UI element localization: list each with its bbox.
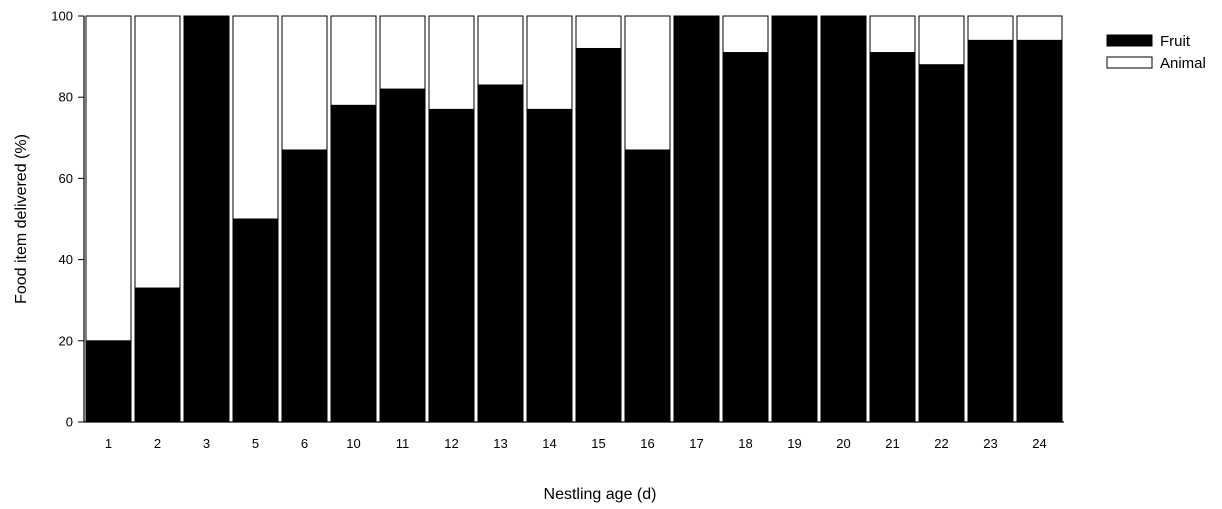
bars-group	[85, 15, 1063, 423]
bar-animal-5	[232, 15, 279, 220]
x-tick-label-19: 19	[787, 436, 801, 451]
legend-swatch-fruit	[1106, 34, 1153, 47]
y-tick-label-0: 0	[66, 415, 73, 430]
bar-fruit-22	[918, 64, 965, 423]
bar-fruit-20	[820, 15, 867, 423]
bar-fruit-16	[624, 149, 671, 423]
x-tick-label-20: 20	[836, 436, 850, 451]
y-tick-label-20: 20	[59, 333, 73, 348]
x-tick-label-5: 5	[252, 436, 259, 451]
x-tick-label-6: 6	[301, 436, 308, 451]
x-tick-label-15: 15	[591, 436, 605, 451]
bar-fruit-23	[967, 39, 1014, 423]
bar-fruit-2	[134, 287, 181, 423]
bar-animal-22	[918, 15, 965, 66]
bar-animal-18	[722, 15, 769, 54]
x-tick-label-3: 3	[203, 436, 210, 451]
y-tick-label-40: 40	[59, 252, 73, 267]
bar-animal-21	[869, 15, 916, 54]
x-tick-label-12: 12	[444, 436, 458, 451]
y-tick-label-60: 60	[59, 171, 73, 186]
y-axis-title: Food item delivered (%)	[13, 134, 30, 304]
bar-animal-15	[575, 15, 622, 49]
bar-fruit-6	[281, 149, 328, 423]
legend-swatch-animal	[1106, 56, 1153, 69]
x-tick-label-22: 22	[934, 436, 948, 451]
bar-fruit-13	[477, 84, 524, 423]
bar-fruit-10	[330, 104, 377, 423]
bar-fruit-5	[232, 218, 279, 423]
x-tick-label-16: 16	[640, 436, 654, 451]
x-tick-label-13: 13	[493, 436, 507, 451]
x-tick-label-24: 24	[1032, 436, 1046, 451]
x-tick-label-21: 21	[885, 436, 899, 451]
bar-animal-1	[85, 15, 132, 342]
bar-fruit-3	[183, 15, 230, 423]
x-tick-label-17: 17	[689, 436, 703, 451]
x-tick-label-1: 1	[105, 436, 112, 451]
bar-animal-12	[428, 15, 475, 110]
legend-label-fruit: Fruit	[1160, 33, 1191, 50]
y-axis: 0 20 40 60 80 100	[51, 9, 85, 430]
bar-animal-24	[1016, 15, 1063, 41]
x-tick-label-2: 2	[154, 436, 161, 451]
x-axis: 1 2 3 5 6 10 11 12 13 14 15 16 17 18 19 20 21 22 23 24	[84, 421, 1064, 451]
bar-animal-14	[526, 15, 573, 110]
y-tick-label-80: 80	[59, 90, 73, 105]
bar-animal-23	[967, 15, 1014, 41]
x-tick-label-10: 10	[346, 436, 360, 451]
bar-fruit-18	[722, 52, 769, 423]
bar-fruit-14	[526, 108, 573, 423]
bar-fruit-12	[428, 108, 475, 423]
y-tick-label-100: 100	[51, 9, 73, 24]
x-tick-label-18: 18	[738, 436, 752, 451]
legend-label-animal: Animal	[1160, 55, 1206, 72]
bar-animal-2	[134, 15, 181, 289]
bar-animal-13	[477, 15, 524, 86]
x-tick-label-23: 23	[983, 436, 997, 451]
bar-fruit-11	[379, 88, 426, 423]
bar-animal-16	[624, 15, 671, 151]
x-tick-label-11: 11	[396, 436, 410, 451]
bar-fruit-24	[1016, 39, 1063, 423]
bar-fruit-21	[869, 52, 916, 423]
bar-fruit-19	[771, 15, 818, 423]
x-tick-label-14: 14	[542, 436, 556, 451]
bar-animal-6	[281, 15, 328, 151]
bar-animal-11	[379, 15, 426, 90]
bar-animal-10	[330, 15, 377, 106]
x-axis-title: Nestling age (d)	[544, 486, 657, 503]
bar-fruit-17	[673, 15, 720, 423]
bar-fruit-15	[575, 47, 622, 423]
bar-fruit-1	[85, 340, 132, 423]
legend: Fruit Animal	[1106, 33, 1206, 72]
